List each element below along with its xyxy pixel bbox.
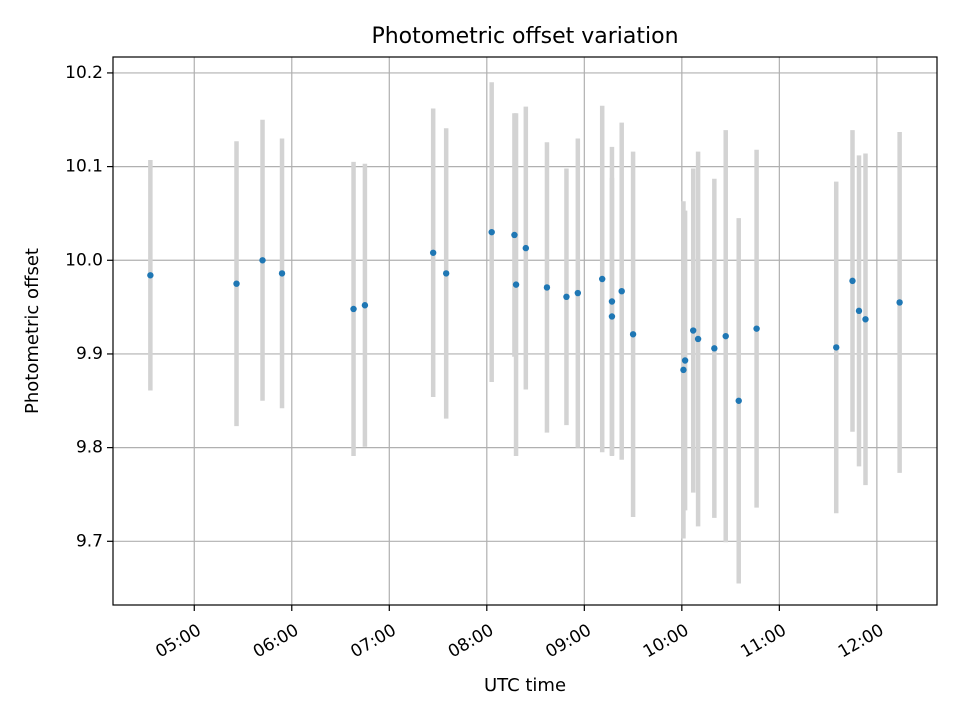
data-point: [442, 270, 450, 277]
data-point: [233, 280, 240, 287]
y-axis-ticks: 9.7 9.8 9.9 10.0 10.1 10.2: [65, 63, 113, 551]
data-point: [690, 327, 697, 334]
data-point: [608, 298, 616, 305]
data-point: [563, 293, 570, 301]
data-point: [259, 257, 266, 264]
data-point: [608, 313, 616, 320]
data-point: [849, 277, 856, 285]
data-point: [512, 281, 520, 288]
data-point: [147, 272, 154, 279]
data-point: [511, 231, 518, 239]
y-tick-label: 9.9: [76, 344, 103, 364]
data-point: [896, 299, 903, 306]
data-point: [735, 397, 742, 404]
data-point: [543, 284, 551, 291]
data-point: [278, 270, 286, 277]
data-points: [147, 228, 903, 404]
data-point: [429, 249, 437, 256]
data-point: [350, 305, 357, 313]
data-point: [862, 316, 869, 323]
plot-frame: [112, 56, 938, 606]
data-point: [488, 228, 495, 236]
chart-title: Photometric offset variation: [371, 24, 678, 49]
data-point: [711, 345, 718, 352]
data-point: [618, 287, 625, 295]
y-tick-label: 10.1: [65, 157, 103, 177]
data-point: [722, 332, 729, 340]
y-tick-label: 9.7: [76, 531, 103, 551]
data-point: [694, 335, 702, 343]
data-point: [574, 289, 582, 297]
data-point: [855, 307, 863, 315]
data-point: [598, 275, 606, 283]
data-point: [522, 244, 530, 252]
data-point: [680, 366, 687, 374]
x-axis-label: UTC time: [484, 675, 566, 696]
data-point: [361, 302, 369, 309]
y-tick-label: 10.0: [65, 250, 103, 270]
data-point: [629, 331, 637, 338]
data-point: [833, 344, 840, 351]
y-tick-label: 9.8: [76, 438, 103, 458]
data-point: [681, 357, 689, 364]
data-point: [753, 325, 760, 332]
y-tick-label: 10.2: [65, 63, 103, 83]
y-axis-label: Photometric offset: [22, 248, 43, 414]
